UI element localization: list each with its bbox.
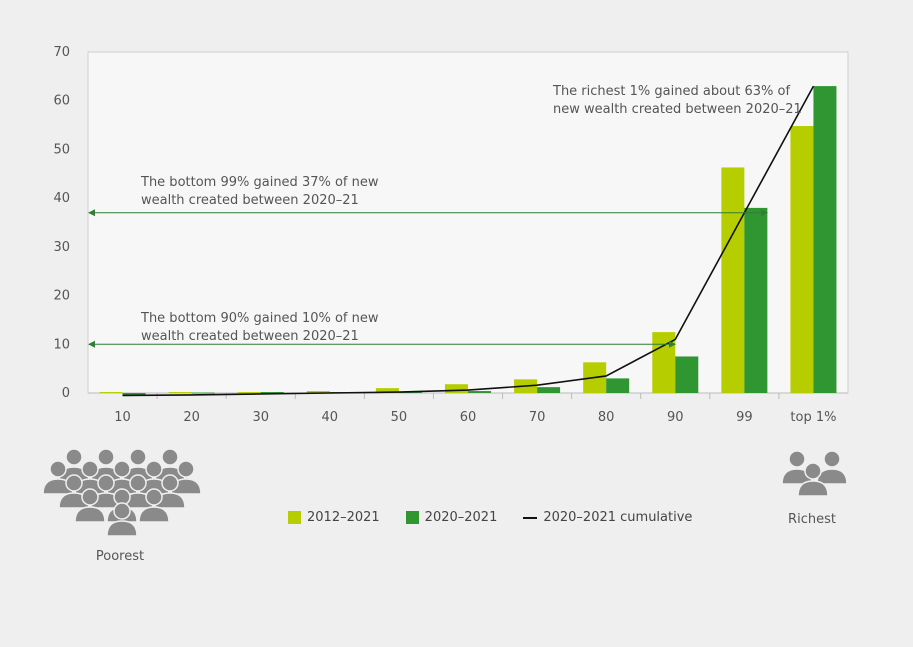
arrow-bottom99-head-left xyxy=(88,209,95,217)
arrow-bottom99-head-right xyxy=(761,209,768,217)
poorest-label: Poorest xyxy=(95,549,145,564)
richest-label: Richest xyxy=(788,512,836,527)
person-head xyxy=(161,448,179,466)
x-tick-label: 70 xyxy=(529,410,546,425)
y-tick-label: 50 xyxy=(53,142,70,157)
bar-2012-2021 xyxy=(375,388,399,393)
person-body xyxy=(138,506,170,523)
bar-2020-2021 xyxy=(191,392,215,394)
arrow-bottom90-head-right xyxy=(669,340,676,348)
person-icon xyxy=(816,450,848,485)
bar-2020-2021 xyxy=(122,393,146,396)
x-tick-label: 99 xyxy=(736,410,753,425)
person-head xyxy=(161,474,179,492)
x-tick-label: 20 xyxy=(183,410,200,425)
person-head xyxy=(145,460,163,478)
x-tick-label: 40 xyxy=(322,410,339,425)
bar-2012-2021 xyxy=(168,392,192,394)
bar-2020-2021 xyxy=(468,391,491,393)
legend-swatch-2012-2021 xyxy=(288,511,301,524)
person-head xyxy=(65,474,83,492)
bar-2012-2021 xyxy=(237,392,261,394)
annotation-bottom99: wealth created between 2020–21 xyxy=(141,193,359,208)
bar-2020-2021 xyxy=(260,392,284,394)
y-tick-label: 10 xyxy=(53,337,70,352)
person-head xyxy=(113,502,131,520)
person-head xyxy=(81,460,99,478)
person-icon xyxy=(797,462,829,497)
x-tick-label: 60 xyxy=(460,410,477,425)
person-head xyxy=(65,448,83,466)
person-head xyxy=(81,488,99,506)
bar-2012-2021 xyxy=(99,392,123,394)
annotation-bottom99: The bottom 99% gained 37% of new xyxy=(140,175,379,190)
person-body xyxy=(74,506,106,523)
bar-2020-2021 xyxy=(606,378,630,393)
legend-item-cumulative: 2020–2021 cumulative xyxy=(523,510,692,525)
bar-2020-2021 xyxy=(744,207,768,393)
x-tick-label: 10 xyxy=(114,410,131,425)
person-head xyxy=(113,460,131,478)
person-head xyxy=(788,450,806,468)
legend-swatch-cumulative xyxy=(523,516,538,519)
x-tick-label: top 1% xyxy=(790,410,836,425)
person-head xyxy=(49,460,67,478)
bar-2020-2021 xyxy=(813,86,837,393)
person-head xyxy=(823,450,841,468)
bar-2020-2021 xyxy=(675,356,699,393)
bar-2012-2021 xyxy=(306,391,330,393)
bar-2020-2021 xyxy=(398,392,422,394)
annotation-bottom90: The bottom 90% gained 10% of new xyxy=(140,311,379,326)
legend-label-2012-2021: 2012–2021 xyxy=(307,510,380,525)
x-tick-label: 90 xyxy=(667,410,684,425)
x-tick-label: 80 xyxy=(598,410,615,425)
person-icon xyxy=(138,488,170,523)
person-head xyxy=(129,448,147,466)
bar-2012-2021 xyxy=(445,384,468,393)
legend-swatch-2020-2021 xyxy=(405,511,419,524)
person-head xyxy=(97,474,115,492)
person-head xyxy=(129,474,147,492)
legend-item-2012-2021: 2012–2021 xyxy=(288,510,380,525)
legend-item-2020-2021: 2020–2021 xyxy=(405,510,498,525)
x-tick-label: 50 xyxy=(391,410,408,425)
y-tick-label: 40 xyxy=(53,191,70,206)
person-icon xyxy=(74,488,106,523)
y-tick-label: 30 xyxy=(53,240,70,255)
bar-2020-2021 xyxy=(537,387,561,393)
person-head xyxy=(177,460,195,478)
person-head xyxy=(804,462,822,480)
legend-label-2020-2021: 2020–2021 xyxy=(424,510,498,525)
small-group-people-icon xyxy=(781,450,848,497)
person-body xyxy=(797,480,829,497)
person-icon xyxy=(106,502,138,537)
y-tick-label: 0 xyxy=(62,386,70,401)
legend-label-cumulative: 2020–2021 cumulative xyxy=(543,510,693,525)
arrow-bottom90-head-left xyxy=(88,340,95,348)
person-head xyxy=(97,448,115,466)
cumulative-line xyxy=(122,85,815,397)
annotation-top1: The richest 1% gained about 63% of xyxy=(552,84,790,99)
annotation-bottom90: wealth created between 2020–21 xyxy=(141,329,359,344)
y-tick-label: 70 xyxy=(53,45,70,60)
plot-frame xyxy=(87,51,849,394)
person-body xyxy=(106,520,138,537)
annotation-top1: new wealth created between 2020–21 xyxy=(553,102,802,117)
person-head xyxy=(145,488,163,506)
x-tick-label: 30 xyxy=(252,410,269,425)
bar-2012-2021 xyxy=(721,167,745,393)
y-tick-label: 20 xyxy=(53,289,70,304)
chart-legend: 2012–2021 2020–2021 2020–2021 cumulative xyxy=(288,510,718,525)
bar-2012-2021 xyxy=(790,126,814,393)
crowd-people-icon xyxy=(42,448,202,537)
y-tick-label: 60 xyxy=(53,94,70,109)
